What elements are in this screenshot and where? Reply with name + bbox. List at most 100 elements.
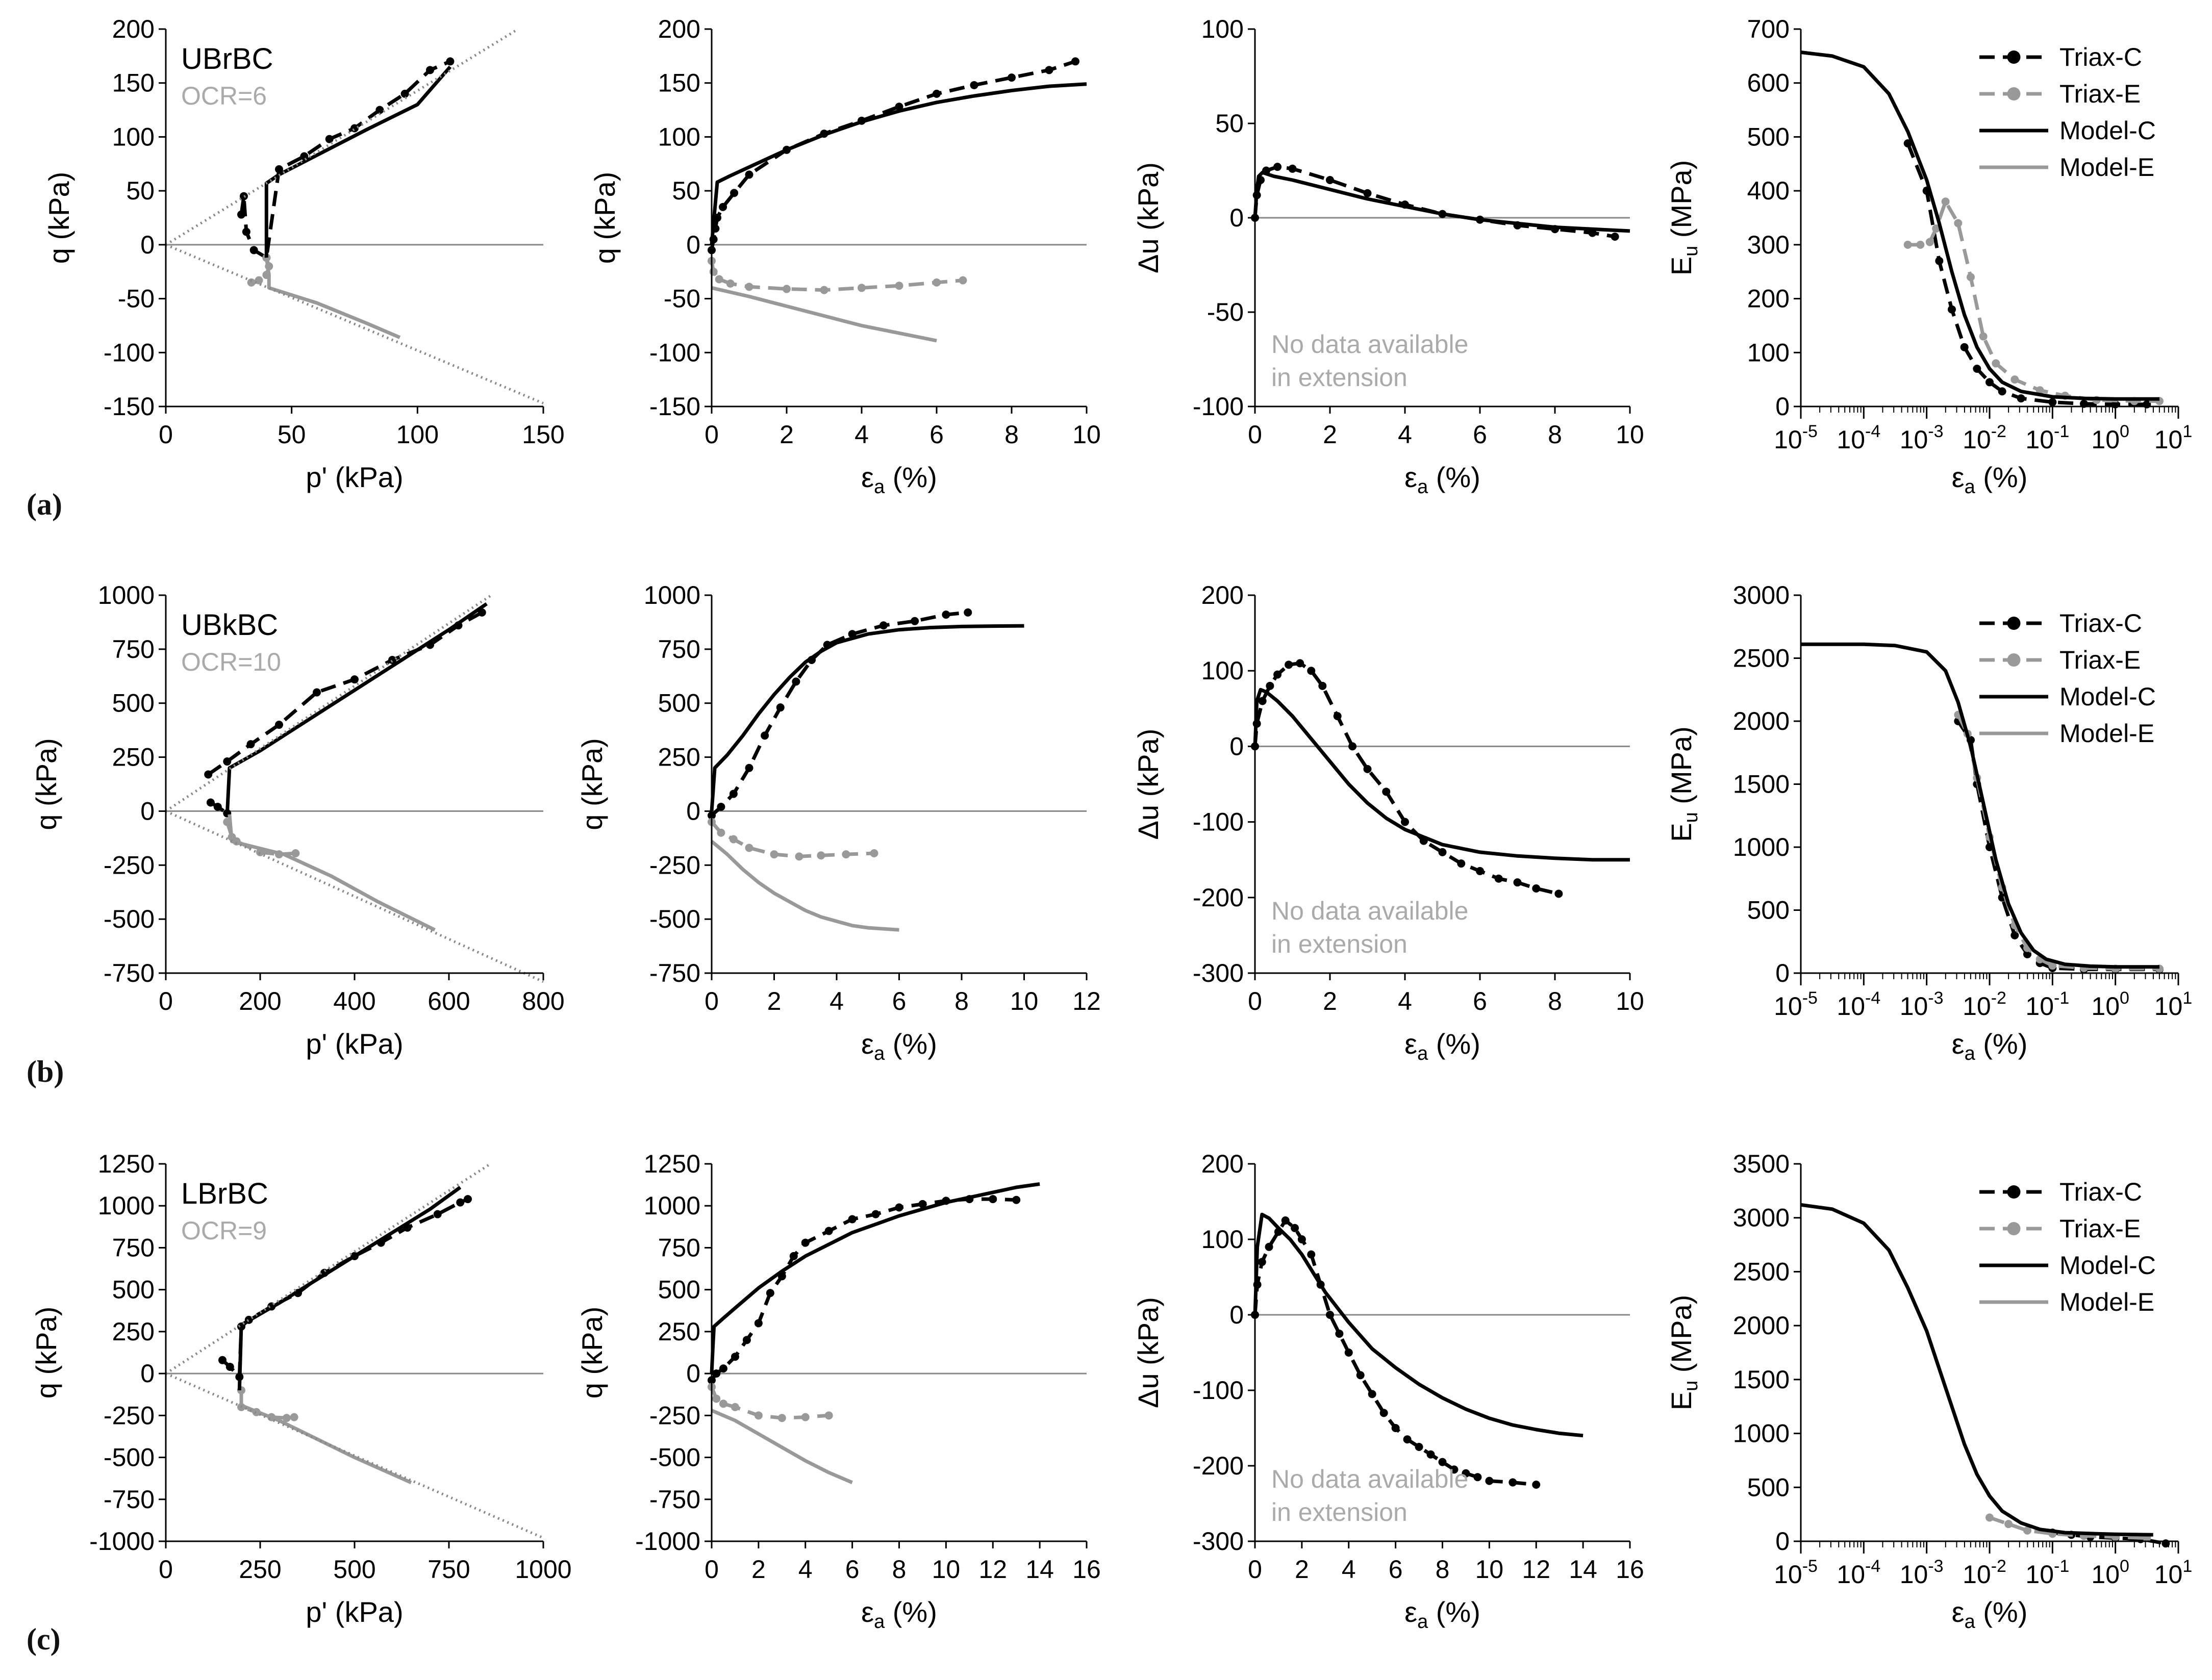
y-tick-label: -500: [649, 1443, 700, 1472]
data-point: [1265, 1242, 1273, 1251]
data-point: [375, 106, 384, 114]
data-point: [776, 703, 785, 712]
x-tick-label: 2: [1323, 420, 1337, 449]
y-tick-label: 3000: [1733, 581, 1790, 609]
series-triax-c: [1251, 659, 1563, 898]
y-tick-label: 700: [1747, 15, 1790, 43]
data-point: [456, 1198, 465, 1207]
y-tick-label: 250: [658, 1317, 700, 1346]
series-envelope-lower: [165, 1372, 544, 1539]
data-point: [1318, 681, 1327, 690]
data-point: [729, 790, 738, 798]
data-point: [918, 1200, 927, 1208]
y-tick-label: 0: [686, 231, 700, 259]
y-tick-label: 2500: [1733, 1257, 1790, 1286]
y-tick-label: 2000: [1733, 1311, 1790, 1340]
x-tick-label: 10: [1072, 420, 1101, 449]
y-tick-label: 100: [1747, 338, 1790, 367]
data-point: [1379, 1409, 1388, 1417]
data-point: [426, 66, 434, 74]
x-tick-label: 16: [1072, 1555, 1101, 1584]
x-axis-label: εa (%): [1404, 1596, 1480, 1633]
series-line: [1253, 688, 1630, 862]
x-tick-label: 800: [522, 987, 564, 1015]
x-tick-label: 10-1: [2025, 422, 2069, 454]
series-line: [710, 624, 1024, 811]
data-point: [1333, 712, 1342, 721]
data-point: [1450, 1465, 1459, 1474]
chart-b3: -300 -200 -100 0 100 200 0 2 4 6 8 10 εa (%) Δu (kPa)…: [1132, 581, 1644, 1064]
y-tick-label: 200: [112, 15, 155, 43]
data-point: [2035, 386, 2044, 395]
data-point: [2048, 961, 2057, 970]
y-tick-label: -100: [1193, 392, 1244, 421]
legend-entry: Model-C: [2059, 116, 2156, 145]
data-point: [742, 1336, 751, 1344]
data-point: [712, 1394, 721, 1403]
data-point: [745, 844, 753, 852]
data-point: [715, 275, 723, 284]
data-point: [1903, 240, 1912, 249]
row-label-c: (c): [27, 1622, 61, 1656]
x-axis-label: εa (%): [1404, 461, 1480, 498]
data-point: [225, 1362, 234, 1371]
series-model-c: [1800, 1203, 2153, 1537]
y-tick-label: 0: [140, 797, 155, 825]
x-tick-label: 2: [767, 987, 782, 1015]
x-tick-label: 10-2: [1963, 422, 2006, 454]
series-model-c: [710, 1182, 1040, 1374]
y-tick-label: 150: [658, 69, 700, 97]
y-tick-label: 50: [126, 176, 155, 205]
y-tick-label: 1000: [1733, 833, 1790, 861]
data-point: [291, 849, 300, 857]
data-point: [433, 1210, 442, 1218]
data-point: [350, 124, 359, 133]
data-point: [446, 57, 455, 66]
data-point: [870, 849, 878, 857]
y-axis-label: Eu (MPa): [1665, 726, 1702, 842]
x-tick-label: 150: [522, 420, 564, 449]
y-axis-label: q (kPa): [589, 172, 621, 264]
x-axis-label: p' (kPa): [306, 1596, 403, 1628]
y-tick-label: 3000: [1733, 1204, 1790, 1232]
y-tick-label: 100: [1201, 15, 1244, 43]
data-point: [1476, 867, 1484, 875]
x-tick-label: 600: [428, 987, 470, 1015]
data-point: [2010, 375, 2019, 384]
data-point: [1992, 359, 2000, 368]
y-tick-label: 1250: [98, 1150, 155, 1178]
x-tick-label: 0: [1248, 1555, 1262, 1584]
series-line: [207, 610, 483, 776]
y-axis-label: Δu (kPa): [1132, 729, 1164, 840]
x-tick-label: 0: [1248, 987, 1262, 1015]
series-envelope-lower: [165, 243, 544, 405]
row-label-b: (b): [27, 1055, 64, 1088]
chart-a3: -100 -50 0 50 100 0 2 4 6 8 10 εa (%) Δu (kPa) No dat…: [1132, 15, 1644, 498]
x-tick-label: 101: [2154, 988, 2193, 1021]
y-tick-label: 500: [658, 1276, 700, 1304]
chart-b1: -750 -500 -250 0 250 500 750 1000 0 200 400 600 800 p…: [30, 581, 565, 1060]
x-tick-label: 6: [892, 987, 907, 1015]
data-point: [1532, 884, 1541, 893]
x-tick-label: 0: [1248, 420, 1262, 449]
y-tick-label: -150: [649, 392, 700, 421]
data-point: [1438, 1458, 1447, 1466]
y-tick-label: 500: [1747, 122, 1790, 151]
legend-entry: Model-E: [2059, 1288, 2154, 1316]
data-point: [824, 1411, 833, 1420]
data-point: [1998, 387, 2006, 396]
data-point: [1258, 697, 1267, 705]
x-tick-label: 750: [428, 1555, 470, 1584]
x-tick-label: 10: [1616, 987, 1644, 1015]
data-point: [801, 1413, 810, 1421]
data-point: [204, 770, 213, 779]
y-tick-label: -100: [1193, 808, 1244, 836]
data-point: [1045, 66, 1053, 74]
x-tick-label: 4: [1398, 987, 1412, 1015]
data-point: [709, 267, 718, 276]
data-point: [1363, 765, 1372, 773]
data-point: [895, 1203, 903, 1212]
x-tick-label: 4: [798, 1555, 813, 1584]
x-tick-label: 4: [830, 987, 844, 1015]
series-line: [1800, 1203, 2153, 1537]
